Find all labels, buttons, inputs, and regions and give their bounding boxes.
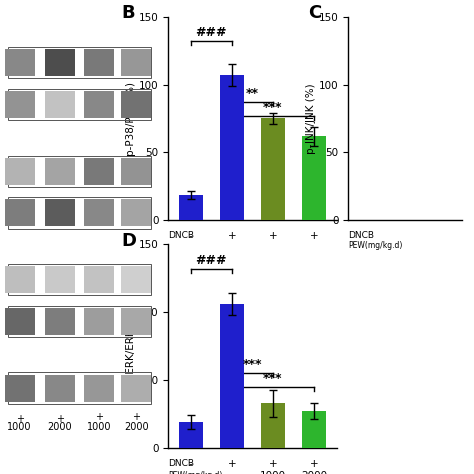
Bar — [301, 411, 326, 448]
Text: +: + — [269, 459, 277, 469]
Text: +: + — [269, 231, 277, 241]
FancyBboxPatch shape — [84, 308, 114, 335]
FancyBboxPatch shape — [45, 308, 75, 335]
FancyBboxPatch shape — [121, 200, 151, 227]
Text: +: + — [95, 412, 103, 422]
Text: 2000: 2000 — [301, 471, 327, 474]
Text: 2000: 2000 — [301, 244, 327, 254]
FancyBboxPatch shape — [84, 91, 114, 118]
FancyBboxPatch shape — [84, 200, 114, 227]
Text: ###: ### — [196, 26, 227, 39]
Text: ***: *** — [243, 358, 262, 371]
Text: B: B — [121, 4, 135, 22]
Text: PEW(mg/kg.d): PEW(mg/kg.d) — [348, 241, 403, 250]
Bar — [261, 403, 285, 448]
Text: 1000: 1000 — [87, 422, 111, 432]
Text: **: ** — [246, 87, 259, 100]
FancyBboxPatch shape — [84, 374, 114, 401]
Text: 1000: 1000 — [260, 244, 286, 254]
Text: PEW(mg/kg.d): PEW(mg/kg.d) — [168, 471, 223, 474]
FancyBboxPatch shape — [45, 158, 75, 185]
Y-axis label: p-ERK/ERK (%): p-ERK/ERK (%) — [126, 308, 136, 384]
Text: -: - — [189, 231, 193, 241]
Text: DNCB: DNCB — [168, 459, 194, 468]
Text: -: - — [189, 244, 193, 254]
FancyBboxPatch shape — [121, 266, 151, 293]
FancyBboxPatch shape — [45, 266, 75, 293]
Y-axis label: p-JNK/JNK (%): p-JNK/JNK (%) — [306, 83, 316, 154]
Text: 2000: 2000 — [48, 422, 73, 432]
FancyBboxPatch shape — [121, 158, 151, 185]
FancyBboxPatch shape — [5, 200, 35, 227]
FancyBboxPatch shape — [45, 91, 75, 118]
FancyBboxPatch shape — [45, 200, 75, 227]
Text: +: + — [16, 414, 24, 424]
Bar — [219, 304, 244, 448]
Text: 2000: 2000 — [124, 422, 148, 432]
Bar — [179, 195, 203, 220]
Text: +: + — [132, 412, 140, 422]
Text: -: - — [230, 244, 234, 254]
FancyBboxPatch shape — [45, 49, 75, 76]
Y-axis label: p-P38/P38 (%): p-P38/P38 (%) — [126, 82, 136, 155]
Text: +: + — [56, 414, 64, 424]
FancyBboxPatch shape — [5, 49, 35, 76]
Bar — [219, 75, 244, 220]
FancyBboxPatch shape — [121, 308, 151, 335]
FancyBboxPatch shape — [5, 158, 35, 185]
Text: DNCB: DNCB — [168, 231, 194, 240]
FancyBboxPatch shape — [84, 49, 114, 76]
FancyBboxPatch shape — [5, 266, 35, 293]
Text: ###: ### — [196, 254, 227, 266]
Text: C: C — [309, 4, 322, 22]
Text: 1000: 1000 — [8, 422, 32, 432]
FancyBboxPatch shape — [84, 266, 114, 293]
Text: +: + — [310, 231, 318, 241]
Text: +: + — [228, 231, 236, 241]
FancyBboxPatch shape — [121, 49, 151, 76]
Text: ***: *** — [263, 101, 283, 114]
Text: 1000: 1000 — [260, 471, 286, 474]
FancyBboxPatch shape — [5, 374, 35, 401]
Bar — [301, 136, 326, 220]
FancyBboxPatch shape — [45, 374, 75, 401]
Text: -: - — [189, 459, 193, 469]
Text: +: + — [310, 459, 318, 469]
FancyBboxPatch shape — [5, 91, 35, 118]
Text: DNCB: DNCB — [348, 231, 374, 239]
Text: PEW(mg/kg.d): PEW(mg/kg.d) — [168, 244, 223, 253]
FancyBboxPatch shape — [121, 374, 151, 401]
Text: ***: *** — [263, 372, 283, 385]
Text: D: D — [121, 232, 136, 250]
FancyBboxPatch shape — [121, 91, 151, 118]
Bar — [261, 118, 285, 220]
FancyBboxPatch shape — [84, 158, 114, 185]
Text: +: + — [228, 459, 236, 469]
Bar — [179, 422, 203, 448]
FancyBboxPatch shape — [5, 308, 35, 335]
Text: -: - — [230, 471, 234, 474]
Text: -: - — [189, 471, 193, 474]
